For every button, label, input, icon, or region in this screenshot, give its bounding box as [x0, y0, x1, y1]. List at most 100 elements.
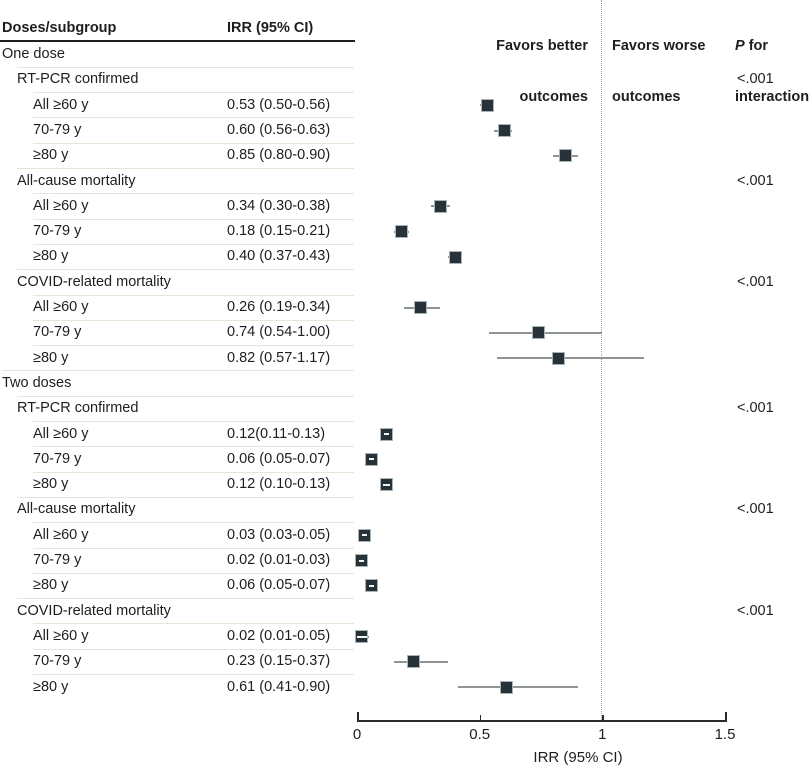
row-label: COVID-related mortality: [17, 273, 171, 290]
irr-value: 0.06 (0.05-0.07): [227, 577, 331, 594]
forest-marker: [559, 149, 573, 163]
row-label: 70-79 y: [33, 121, 82, 138]
row-separator: [33, 674, 354, 675]
irr-value: 0.85 (0.80-0.90): [227, 147, 331, 164]
row-label: All ≥60 y: [33, 425, 89, 442]
row-separator: [33, 92, 354, 94]
p-italic: P: [735, 38, 745, 54]
row-label: ≥80 y: [33, 577, 69, 594]
row-label: 70-79 y: [33, 324, 82, 341]
x-axis-tick-label: 0.5: [469, 726, 491, 743]
row-separator: [33, 142, 354, 144]
ci-inner-dash: [357, 635, 367, 638]
row-label: All-cause mortality: [17, 501, 136, 518]
row-label: 70-79 y: [33, 223, 82, 240]
x-axis-tick-label: 1.5: [714, 726, 736, 743]
forest-marker: [394, 225, 408, 239]
row-separator: [33, 421, 354, 422]
forest-marker: [433, 199, 447, 213]
forest-marker: [480, 98, 494, 112]
irr-value: 0.61 (0.41-0.90): [227, 678, 331, 695]
row-separator: [33, 218, 354, 220]
ci-inner-dash: [369, 458, 375, 461]
forest-marker: [497, 124, 511, 138]
ci-inner-dash: [383, 433, 389, 436]
x-axis-tick: [602, 715, 604, 720]
row-separator: [33, 117, 354, 119]
p-interaction-header: P for interaction: [735, 4, 809, 140]
irr-value: 0.26 (0.19-0.34): [227, 299, 331, 315]
irr-value: 0.06 (0.05-0.07): [227, 450, 331, 467]
ci-inner-dash: [361, 534, 367, 537]
table-col2-header: IRR (95% CI): [227, 20, 314, 36]
interaction-line: interaction: [735, 89, 810, 105]
row-separator: [33, 193, 354, 195]
row-label: 70-79 y: [33, 552, 82, 568]
row-label: All ≥60 y: [33, 526, 89, 543]
p-for-line: P for: [735, 38, 809, 55]
reference-line: [601, 0, 603, 720]
row-label: ≥80 y: [33, 147, 69, 164]
p-value: <.001: [737, 172, 774, 189]
ci-line: [457, 686, 578, 689]
irr-value: 0.03 (0.03-0.05): [227, 526, 331, 543]
row-label: ≥80 y: [33, 476, 69, 493]
row-separator: [33, 547, 354, 549]
row-label: Two doses: [2, 374, 72, 391]
ci-line: [393, 660, 448, 663]
x-axis-tick-label: 1: [598, 726, 607, 743]
row-label: All ≥60 y: [33, 627, 89, 644]
row-separator: [33, 446, 354, 448]
ci-inner-dash: [369, 584, 375, 587]
favors-better-line2: outcomes: [519, 89, 589, 105]
irr-value: 0.40 (0.37-0.43): [227, 248, 331, 265]
row-separator: [33, 294, 354, 296]
ci-inner-dash: [382, 483, 391, 486]
irr-value: 0.12(0.11-0.13): [227, 425, 326, 442]
ci-inner-dash: [359, 559, 365, 562]
favors-worse-line1: Favors worse: [612, 38, 706, 54]
favors-better-line1: Favors better: [496, 38, 588, 54]
irr-value: 0.18 (0.15-0.21): [227, 223, 331, 240]
irr-value: 0.02 (0.01-0.03): [227, 552, 331, 568]
row-separator: [33, 345, 354, 347]
forest-marker: [500, 680, 514, 694]
forest-marker: [532, 326, 546, 340]
irr-value: 0.74 (0.54-1.00): [227, 324, 331, 341]
p-value: <.001: [737, 273, 774, 290]
x-axis-tick: [357, 712, 359, 720]
row-label: One dose: [2, 46, 65, 62]
p-value: <.001: [737, 501, 774, 518]
p-value: <.001: [737, 400, 774, 417]
row-separator: [33, 243, 354, 245]
irr-value: 0.02 (0.01-0.05): [227, 627, 331, 644]
table-col1-header: Doses/subgroup: [2, 20, 117, 36]
ci-line: [489, 331, 603, 334]
irr-value: 0.12 (0.10-0.13): [227, 476, 331, 493]
forest-marker: [414, 301, 428, 315]
header-rule: [0, 40, 355, 42]
forest-marker: [551, 351, 565, 365]
p-value: <.001: [737, 71, 774, 88]
row-label: ≥80 y: [33, 678, 69, 695]
row-separator: [17, 168, 354, 169]
row-label: All ≥60 y: [33, 299, 89, 315]
row-label: ≥80 y: [33, 349, 69, 366]
row-label: 70-79 y: [33, 653, 82, 670]
x-axis-line: [357, 720, 727, 722]
row-label: RT-PCR confirmed: [17, 71, 139, 88]
x-axis-tick: [725, 712, 727, 720]
row-separator: [33, 522, 354, 524]
row-separator: [17, 66, 354, 68]
row-label: All ≥60 y: [33, 96, 89, 113]
row-separator: [17, 496, 354, 498]
ci-line: [496, 357, 645, 360]
irr-value: 0.23 (0.15-0.37): [227, 653, 331, 670]
irr-value: 0.53 (0.50-0.56): [227, 96, 331, 113]
row-separator: [2, 370, 354, 372]
x-axis-tick-label: 0: [352, 726, 362, 743]
forest-marker: [448, 250, 462, 264]
irr-value: 0.60 (0.56-0.63): [227, 121, 331, 138]
irr-value: 0.82 (0.57-1.17): [227, 349, 331, 366]
